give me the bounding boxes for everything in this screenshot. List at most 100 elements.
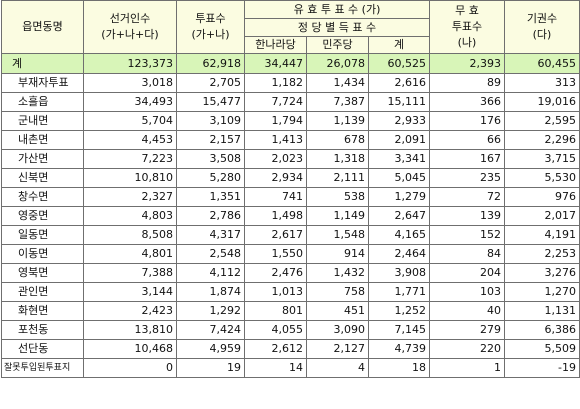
cell-party1: 14 (244, 358, 307, 378)
cell-invalid: 84 (429, 244, 505, 264)
cell-electors: 7,388 (83, 263, 177, 283)
cell-party2: 2,127 (306, 339, 369, 359)
table-row: 부재자투표 3,018 2,705 1,182 1,434 2,616 89 313 (1, 73, 580, 93)
cell-party-total: 4,739 (368, 339, 430, 359)
table-row: 창수면 2,327 1,351 741 538 1,279 72 976 (1, 187, 580, 207)
cell-votes: 15,477 (176, 92, 245, 112)
cell-electors: 4,801 (83, 244, 177, 264)
cell-invalid: 1 (429, 358, 505, 378)
cell-votes: 2,157 (176, 130, 245, 150)
cell-party2: 914 (306, 244, 369, 264)
table-row: 영북면 7,388 4,112 2,476 1,432 3,908 204 3,276 (1, 263, 580, 283)
cell-party-total: 2,464 (368, 244, 430, 264)
header-valid-votes: 유 효 투 표 수 (가) (244, 0, 430, 19)
region-name: 영북면 (1, 263, 84, 283)
cell-party1: 2,476 (244, 263, 307, 283)
cell-party1: 801 (244, 301, 307, 321)
cell-electors: 2,327 (83, 187, 177, 207)
cell-abstain: 2,595 (504, 111, 580, 131)
cell-party2: 7,387 (306, 92, 369, 112)
cell-invalid: 204 (429, 263, 505, 283)
cell-abstain: 5,509 (504, 339, 580, 359)
cell-votes: 1,874 (176, 282, 245, 302)
cell-invalid: 220 (429, 339, 505, 359)
region-name: 화현면 (1, 301, 84, 321)
cell-votes: 4,112 (176, 263, 245, 283)
cell-party1: 1,013 (244, 282, 307, 302)
cell-party1: 1,794 (244, 111, 307, 131)
table-row: 소흘읍 34,493 15,477 7,724 7,387 15,111 366 19,016 (1, 92, 580, 112)
cell-party1: 1,498 (244, 206, 307, 226)
table-row: 포천동 13,810 7,424 4,055 3,090 7,145 279 6,386 (1, 320, 580, 340)
cell-party2: 678 (306, 130, 369, 150)
cell-invalid: 139 (429, 206, 505, 226)
table-row: 잘못투입된투표지 0 19 14 4 18 1 -19 (1, 358, 580, 378)
cell-party2: 4 (306, 358, 369, 378)
cell-party-total: 2,933 (368, 111, 430, 131)
cell-party-total: 2,647 (368, 206, 430, 226)
cell-party-total: 15,111 (368, 92, 430, 112)
cell-party-total: 3,341 (368, 149, 430, 169)
cell-party1: 2,023 (244, 149, 307, 169)
cell-abstain: 2,296 (504, 130, 580, 150)
cell-abstain: 2,253 (504, 244, 580, 264)
cell-abstain: 60,455 (504, 53, 580, 74)
table-row: 화현면 2,423 1,292 801 451 1,252 40 1,131 (1, 301, 580, 321)
cell-electors: 4,453 (83, 130, 177, 150)
table-row: 영중면 4,803 2,786 1,498 1,149 2,647 139 2,017 (1, 206, 580, 226)
cell-party-total: 18 (368, 358, 430, 378)
cell-invalid: 103 (429, 282, 505, 302)
cell-abstain: 3,276 (504, 263, 580, 283)
table-header: 읍면동명 선거인수 (가+나+다) 투표수 (가+나) 유 효 투 표 수 (가) … (1, 0, 580, 54)
cell-party1: 4,055 (244, 320, 307, 340)
cell-party2: 1,149 (306, 206, 369, 226)
table-row-total: 계 123,373 62,918 34,447 26,078 60,525 2,… (1, 53, 580, 74)
cell-votes: 1,292 (176, 301, 245, 321)
cell-invalid: 167 (429, 149, 505, 169)
cell-party-total: 1,252 (368, 301, 430, 321)
cell-party-total: 3,908 (368, 263, 430, 283)
cell-electors: 3,144 (83, 282, 177, 302)
region-name: 내촌면 (1, 130, 84, 150)
cell-invalid: 89 (429, 73, 505, 93)
cell-abstain: 19,016 (504, 92, 580, 112)
table-row: 가산면 7,223 3,508 2,023 1,318 3,341 167 3,715 (1, 149, 580, 169)
cell-party-total: 5,045 (368, 168, 430, 188)
cell-electors: 0 (83, 358, 177, 378)
cell-party1: 1,413 (244, 130, 307, 150)
cell-abstain: 976 (504, 187, 580, 207)
header-electors-label: 선거인수 (가+나+다) (101, 12, 159, 41)
cell-invalid: 235 (429, 168, 505, 188)
cell-electors: 10,810 (83, 168, 177, 188)
region-name: 가산면 (1, 149, 84, 169)
cell-votes: 4,317 (176, 225, 245, 245)
cell-party2: 1,548 (306, 225, 369, 245)
cell-party2: 758 (306, 282, 369, 302)
cell-electors: 10,468 (83, 339, 177, 359)
cell-party1: 7,724 (244, 92, 307, 112)
header-abstain: 기권수 (다) (504, 0, 580, 54)
cell-party2: 538 (306, 187, 369, 207)
cell-votes: 4,959 (176, 339, 245, 359)
cell-party1: 1,550 (244, 244, 307, 264)
cell-votes: 1,351 (176, 187, 245, 207)
header-party-total: 계 (368, 36, 430, 54)
cell-invalid: 72 (429, 187, 505, 207)
cell-party2: 1,139 (306, 111, 369, 131)
cell-party1: 2,612 (244, 339, 307, 359)
cell-electors: 5,704 (83, 111, 177, 131)
cell-party2: 2,111 (306, 168, 369, 188)
cell-invalid: 2,393 (429, 53, 505, 74)
cell-party-total: 1,771 (368, 282, 430, 302)
cell-party2: 1,432 (306, 263, 369, 283)
table-row: 관인면 3,144 1,874 1,013 758 1,771 103 1,270 (1, 282, 580, 302)
table-row: 일동면 8,508 4,317 2,617 1,548 4,165 152 4,191 (1, 225, 580, 245)
cell-electors: 8,508 (83, 225, 177, 245)
cell-abstain: 5,530 (504, 168, 580, 188)
cell-party1: 741 (244, 187, 307, 207)
cell-abstain: 1,131 (504, 301, 580, 321)
header-electors: 선거인수 (가+나+다) (83, 0, 177, 54)
cell-invalid: 66 (429, 130, 505, 150)
cell-votes: 2,786 (176, 206, 245, 226)
cell-invalid: 366 (429, 92, 505, 112)
